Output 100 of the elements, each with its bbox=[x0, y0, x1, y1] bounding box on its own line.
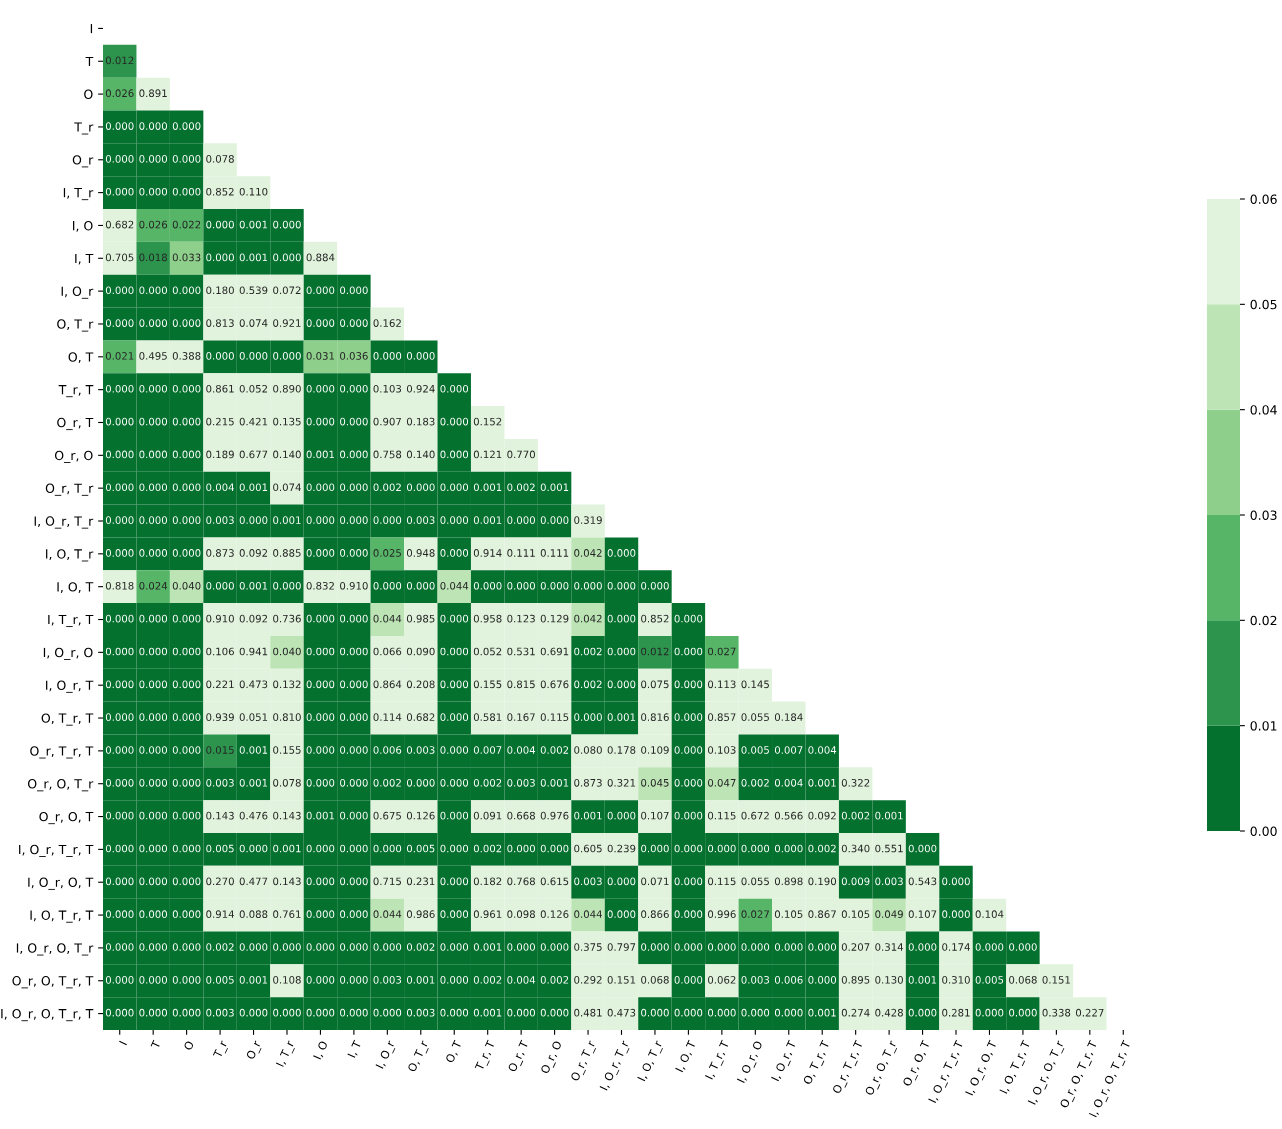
data-label: 0.167 bbox=[507, 713, 535, 721]
data-label: 0.941 bbox=[239, 647, 268, 656]
data-label: 0.003 bbox=[875, 877, 903, 886]
data-label: 0.000 bbox=[574, 581, 602, 590]
data-label: 0.000 bbox=[105, 647, 134, 656]
data-label: 0.005 bbox=[406, 844, 435, 853]
data-label: 0.002 bbox=[507, 483, 535, 492]
data-label: 0.042 bbox=[574, 549, 602, 557]
data-label: 0.551 bbox=[875, 844, 903, 853]
data-label: 0.183 bbox=[406, 417, 435, 426]
x-tick-label: I, O_r, O bbox=[736, 1040, 765, 1085]
data-label: 0.000 bbox=[507, 943, 535, 951]
data-label: 0.000 bbox=[139, 549, 168, 557]
data-label: 0.135 bbox=[273, 417, 301, 426]
data-label: 0.000 bbox=[306, 680, 335, 689]
data-label: 0.000 bbox=[440, 647, 469, 656]
data-label: 0.000 bbox=[105, 417, 134, 426]
data-label: 0.003 bbox=[206, 516, 234, 524]
data-label: 0.092 bbox=[808, 811, 836, 820]
data-label: 0.495 bbox=[139, 352, 167, 360]
data-label: 0.123 bbox=[507, 614, 535, 623]
data-label: 0.072 bbox=[273, 286, 301, 295]
y-tick-label: O, T bbox=[68, 352, 94, 364]
data-label: 0.000 bbox=[105, 614, 134, 623]
data-label: 0.126 bbox=[406, 811, 435, 820]
x-tick-label: I, O_r bbox=[375, 1039, 398, 1070]
data-label: 0.000 bbox=[139, 187, 168, 196]
color-bar-label: 0.03 bbox=[1250, 510, 1277, 520]
data-label: 0.001 bbox=[239, 778, 268, 787]
data-label: 0.000 bbox=[306, 384, 335, 393]
data-label: 0.071 bbox=[641, 877, 669, 886]
data-label: 0.002 bbox=[373, 483, 401, 492]
data-label: 0.152 bbox=[473, 417, 502, 426]
data-label: 0.000 bbox=[674, 943, 703, 951]
data-label: 0.000 bbox=[206, 352, 234, 360]
data-label: 0.000 bbox=[340, 680, 368, 689]
x-tick-label: O_r, T bbox=[507, 1039, 532, 1074]
data-label: 0.677 bbox=[239, 450, 268, 459]
data-label: 0.924 bbox=[406, 384, 435, 393]
data-label: 0.000 bbox=[172, 384, 201, 393]
data-label: 0.421 bbox=[239, 417, 268, 426]
data-label: 0.000 bbox=[172, 943, 201, 951]
data-label: 0.000 bbox=[440, 976, 469, 984]
data-label: 0.000 bbox=[674, 778, 703, 787]
data-label: 0.111 bbox=[540, 549, 569, 557]
data-label: 0.818 bbox=[105, 581, 134, 590]
data-label: 0.151 bbox=[1042, 976, 1070, 984]
data-label: 0.001 bbox=[406, 976, 435, 984]
data-label: 0.027 bbox=[708, 647, 736, 656]
data-label: 0.000 bbox=[105, 450, 134, 459]
data-label: 0.668 bbox=[507, 811, 535, 820]
data-label: 0.151 bbox=[607, 976, 636, 984]
data-label: 0.000 bbox=[674, 1008, 703, 1017]
data-label: 0.000 bbox=[340, 844, 368, 853]
data-label: 0.000 bbox=[674, 614, 703, 623]
data-label: 0.162 bbox=[373, 319, 401, 327]
data-label: 0.000 bbox=[139, 614, 168, 623]
data-label: 0.000 bbox=[440, 713, 469, 721]
data-label: 0.000 bbox=[139, 319, 168, 327]
data-label: 0.002 bbox=[741, 778, 769, 787]
data-label: 0.000 bbox=[139, 122, 168, 130]
data-label: 0.042 bbox=[574, 614, 602, 623]
data-label: 0.000 bbox=[239, 352, 268, 360]
data-label: 0.078 bbox=[206, 155, 234, 163]
data-label: 0.885 bbox=[273, 549, 301, 557]
data-label: 0.000 bbox=[139, 778, 168, 787]
x-tick-label: I, T_r bbox=[275, 1039, 297, 1068]
data-label: 0.002 bbox=[574, 647, 602, 656]
data-label: 0.104 bbox=[975, 910, 1004, 919]
data-label: 0.797 bbox=[607, 943, 636, 951]
data-label: 0.040 bbox=[273, 647, 301, 656]
data-label: 0.615 bbox=[540, 877, 569, 886]
data-label: 0.000 bbox=[340, 713, 368, 721]
data-label: 0.000 bbox=[139, 844, 168, 853]
data-label: 0.000 bbox=[507, 844, 535, 853]
data-label: 0.000 bbox=[105, 943, 134, 951]
data-label: 0.000 bbox=[406, 483, 435, 492]
data-label: 0.026 bbox=[105, 89, 134, 98]
data-label: 0.000 bbox=[306, 647, 335, 656]
data-label: 0.003 bbox=[574, 877, 602, 886]
data-label: 0.000 bbox=[406, 581, 435, 590]
data-label: 0.092 bbox=[239, 549, 268, 557]
data-label: 0.105 bbox=[841, 910, 870, 919]
data-label: 0.006 bbox=[373, 746, 402, 754]
x-tick-label: O, T_r, T bbox=[802, 1039, 833, 1086]
data-label: 0.001 bbox=[273, 516, 301, 524]
data-label: 0.000 bbox=[306, 1008, 335, 1017]
data-label: 0.000 bbox=[105, 187, 134, 196]
data-label: 0.105 bbox=[774, 910, 803, 919]
data-label: 0.000 bbox=[340, 549, 368, 557]
y-tick-label: O_r, O, T bbox=[39, 811, 94, 825]
data-label: 0.000 bbox=[440, 384, 469, 393]
data-label: 0.002 bbox=[406, 943, 435, 951]
data-label: 0.000 bbox=[774, 844, 803, 853]
data-label: 0.000 bbox=[340, 778, 368, 787]
data-label: 0.867 bbox=[808, 910, 836, 919]
data-label: 0.000 bbox=[473, 581, 502, 590]
data-label: 0.000 bbox=[440, 1008, 469, 1017]
data-label: 0.873 bbox=[574, 778, 602, 787]
data-label: 0.184 bbox=[774, 713, 803, 721]
